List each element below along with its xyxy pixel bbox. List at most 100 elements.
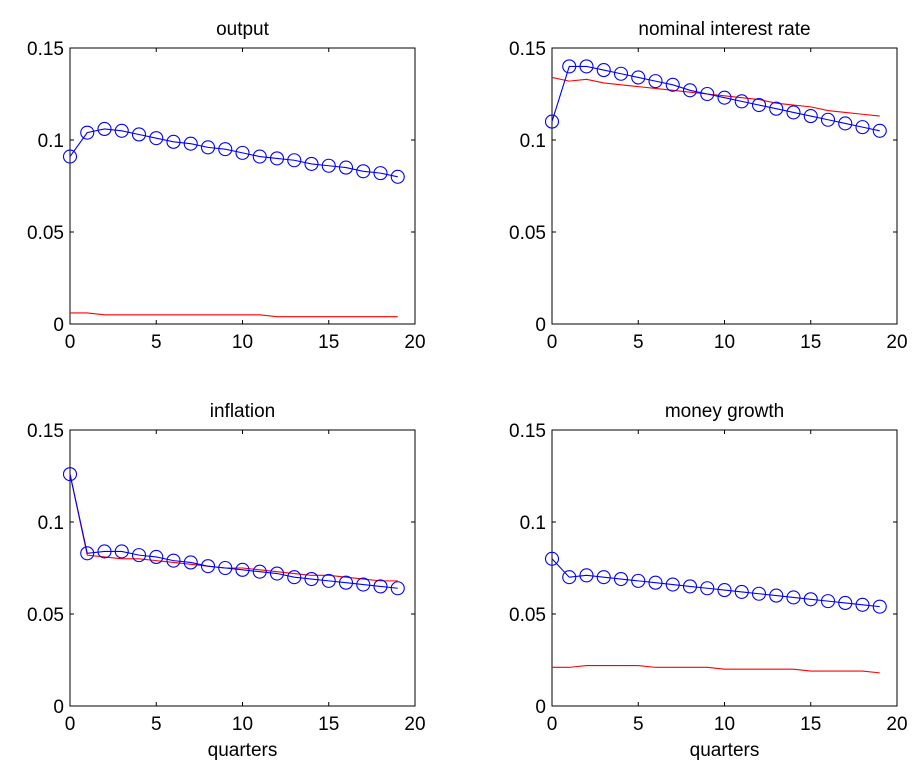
- data-point: [562, 59, 577, 74]
- y-tick-label: 0: [53, 697, 64, 718]
- data-point: [287, 570, 302, 585]
- data-point: [544, 551, 560, 566]
- subplot-3: inflation 0 5 10 15 20 0 0.05 0.1 0.15 quarters: [27, 401, 426, 761]
- data-point: [373, 579, 388, 594]
- data-point: [287, 153, 302, 168]
- data-point: [734, 94, 749, 109]
- data-point: [838, 595, 853, 611]
- data-point: [751, 586, 767, 601]
- data-point: [682, 579, 698, 594]
- y-tick-label: 0: [535, 697, 546, 718]
- y-tick-label: 0.1: [38, 513, 64, 534]
- data-point: [200, 140, 216, 155]
- data-point: [820, 594, 836, 609]
- data-point: [855, 120, 870, 135]
- x-tick-label: 15: [800, 714, 821, 735]
- y-tick-label: 0.05: [509, 223, 546, 244]
- data-point: [390, 169, 405, 184]
- axes-box: [551, 429, 898, 707]
- x-axis-label: quarters: [690, 740, 760, 761]
- y-tick-label: 0.05: [27, 223, 64, 244]
- x-tick-label: 5: [633, 714, 644, 735]
- data-point: [562, 570, 577, 585]
- data-point: [751, 97, 767, 113]
- subplot-4: money growth 0 5 10 15 20 0 0.05 0.1 0.15 quarters: [509, 401, 908, 761]
- data-point: [803, 109, 818, 124]
- data-point: [613, 66, 629, 81]
- data-point: [700, 581, 715, 596]
- data-point: [700, 86, 715, 102]
- data-point: [131, 127, 147, 142]
- y-tick-label: 0.1: [520, 513, 546, 534]
- y-tick-label: 0: [535, 315, 546, 336]
- data-point: [269, 566, 285, 581]
- data-point: [872, 599, 887, 614]
- y-tick-label: 0.15: [27, 421, 64, 442]
- data-point: [648, 575, 663, 590]
- axes-box: [551, 47, 898, 325]
- data-point: [252, 149, 267, 164]
- data-point: [820, 112, 836, 127]
- data-point: [338, 575, 354, 590]
- series-line-circles: [551, 558, 880, 608]
- data-point: [613, 571, 629, 587]
- data-point: [149, 549, 164, 565]
- data-point: [356, 577, 371, 592]
- data-point: [321, 573, 336, 588]
- x-tick-label: 20: [886, 714, 907, 735]
- series-line-plain: [552, 664, 880, 674]
- x-tick-label: 10: [714, 332, 735, 353]
- y-tick-label: 0.05: [27, 605, 64, 626]
- data-point: [579, 568, 594, 583]
- data-point: [648, 74, 663, 89]
- data-point: [183, 136, 198, 151]
- data-point: [304, 156, 319, 171]
- data-point: [769, 101, 784, 116]
- series-line-circles: [69, 128, 398, 178]
- x-tick-label: 15: [318, 332, 339, 353]
- subplot-title: inflation: [210, 401, 276, 422]
- data-point: [218, 560, 233, 576]
- x-tick-label: 0: [65, 714, 76, 735]
- data-point: [183, 555, 198, 570]
- x-tick-label: 0: [65, 332, 76, 353]
- data-point: [166, 134, 181, 149]
- data-point: [62, 467, 78, 482]
- subplot-title: money growth: [665, 401, 784, 422]
- y-tick-label: 0.1: [520, 131, 546, 152]
- data-point: [872, 123, 887, 138]
- data-point: [166, 553, 181, 568]
- data-point: [734, 584, 749, 599]
- y-tick-label: 0.05: [509, 605, 546, 626]
- subplot-title: output: [216, 19, 270, 40]
- data-point: [596, 570, 611, 585]
- data-point: [665, 577, 680, 592]
- subplot-1: output 0 5 10 15 20 0 0.05 0.1 0.15: [27, 19, 426, 353]
- series-line-plain: [70, 312, 398, 318]
- data-point: [218, 142, 233, 157]
- x-tick-label: 10: [232, 714, 253, 735]
- y-tick-label: 0.15: [27, 39, 64, 60]
- y-tick-label: 0.15: [509, 39, 546, 60]
- data-point: [235, 562, 250, 577]
- axes-box: [69, 47, 416, 325]
- series-line-circles: [69, 474, 398, 589]
- data-point: [596, 63, 611, 78]
- data-point: [114, 123, 129, 138]
- data-point: [269, 151, 285, 166]
- x-tick-label: 10: [232, 332, 253, 353]
- data-point: [356, 164, 371, 179]
- subplot-title: nominal interest rate: [638, 19, 810, 40]
- x-tick-label: 0: [547, 332, 558, 353]
- x-tick-label: 20: [886, 332, 907, 353]
- y-tick-label: 0.1: [38, 131, 64, 152]
- subplot-2: nominal interest rate 0 5 10 15 20 0 0.05 0.1 0.1…: [509, 19, 908, 353]
- data-point: [838, 116, 853, 131]
- data-point: [149, 131, 164, 146]
- x-tick-label: 0: [547, 714, 558, 735]
- data-point: [682, 83, 698, 98]
- x-tick-label: 20: [404, 332, 425, 353]
- data-point: [80, 125, 95, 140]
- data-point: [544, 114, 560, 129]
- data-point: [304, 571, 319, 587]
